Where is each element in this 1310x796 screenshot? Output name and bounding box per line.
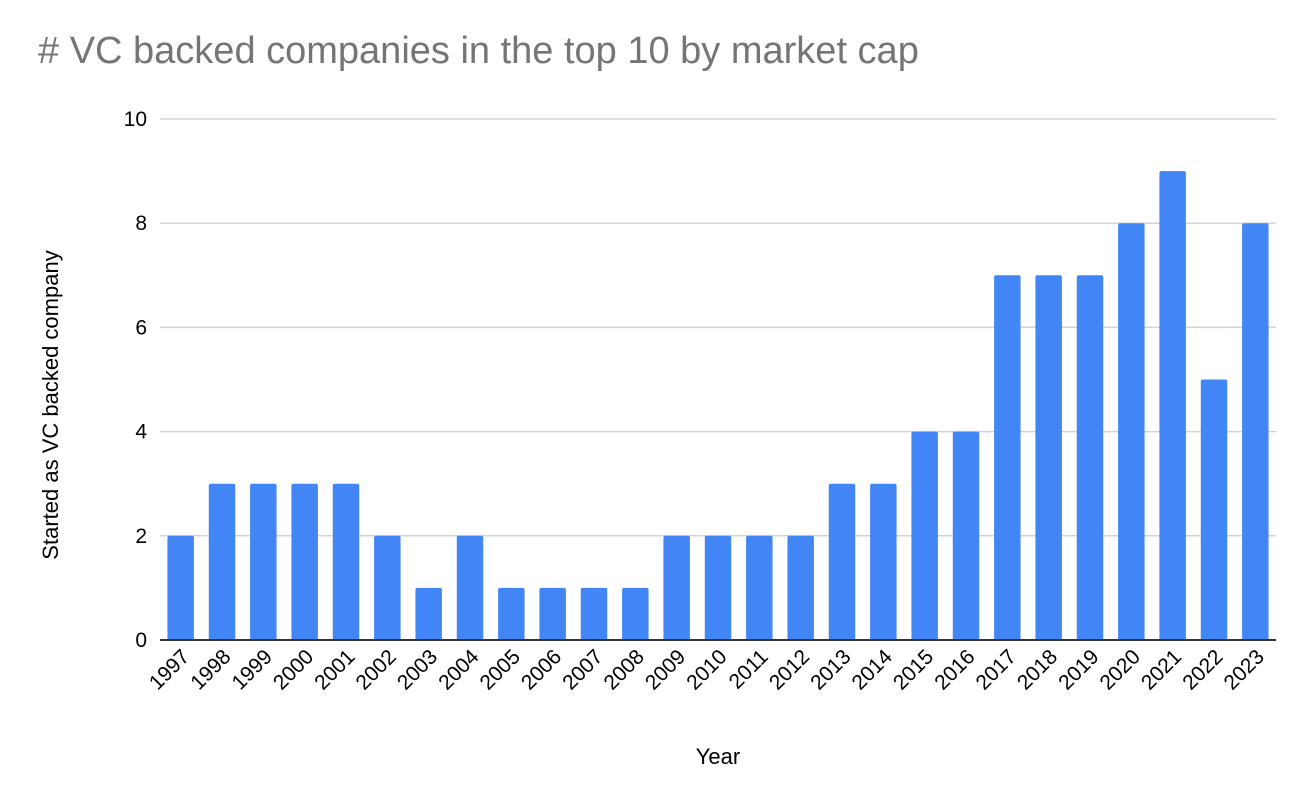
bar xyxy=(1076,275,1104,640)
x-tick-label: 2003 xyxy=(393,645,442,694)
y-tick-label: 8 xyxy=(135,212,147,235)
x-tick-label: 2001 xyxy=(310,645,359,694)
x-axis-title: Year xyxy=(696,744,740,769)
x-tick-label: 1997 xyxy=(145,645,194,694)
x-tick-label: 2018 xyxy=(1013,645,1062,694)
x-tick-label: 2011 xyxy=(725,645,773,693)
bar xyxy=(1200,379,1228,640)
x-tick-label: 2006 xyxy=(517,645,566,694)
x-tick-label: 2021 xyxy=(1137,645,1186,694)
x-tick-label: 2023 xyxy=(1220,645,1269,694)
x-tick-label: 1998 xyxy=(186,645,235,694)
bar xyxy=(787,535,814,640)
gridlines xyxy=(160,118,1276,537)
bar xyxy=(1035,275,1062,640)
y-tick-label: 0 xyxy=(135,629,147,652)
bar xyxy=(415,587,442,640)
bar xyxy=(663,535,690,640)
bar xyxy=(498,587,525,640)
x-tick-label: 2009 xyxy=(641,645,690,694)
x-tick-label: 2004 xyxy=(434,645,484,695)
bar xyxy=(828,483,856,640)
x-tick-label: 2016 xyxy=(930,645,979,694)
bar xyxy=(539,587,566,640)
bar xyxy=(1118,223,1145,640)
x-tick-label: 2008 xyxy=(600,645,649,694)
bars xyxy=(167,171,1269,640)
x-tick-label: 2013 xyxy=(806,645,855,694)
bar xyxy=(622,587,649,640)
bar xyxy=(580,587,608,640)
bar xyxy=(332,483,360,640)
bar xyxy=(870,483,897,640)
x-tick-label: 2007 xyxy=(558,645,607,694)
bar xyxy=(1159,171,1186,640)
x-tick-label: 2020 xyxy=(1096,645,1145,694)
chart-title: # VC backed companies in the top 10 by m… xyxy=(38,30,919,72)
bar xyxy=(1242,223,1269,640)
y-axis-title: Started as VC backed company xyxy=(38,250,63,559)
x-tick-labels: 1997199819992000200120022003200420052006… xyxy=(145,645,1269,695)
x-tick-label: 2012 xyxy=(765,645,814,694)
bar xyxy=(167,535,194,640)
y-tick-label: 6 xyxy=(135,316,147,339)
bar xyxy=(704,535,732,640)
x-tick-label: 2000 xyxy=(269,645,318,694)
bar xyxy=(746,535,773,640)
y-tick-labels: 0 2 4 6 8 10 xyxy=(124,108,148,652)
x-tick-label: 1999 xyxy=(228,645,277,694)
y-tick-label: 4 xyxy=(135,421,147,444)
x-tick-label: 2022 xyxy=(1178,645,1227,694)
bar xyxy=(952,431,980,640)
x-tick-label: 2014 xyxy=(848,645,898,695)
bar xyxy=(994,275,1021,640)
x-tick-label: 2019 xyxy=(1054,645,1103,694)
y-tick-label: 10 xyxy=(124,108,147,131)
bar xyxy=(374,535,401,640)
x-tick-label: 2010 xyxy=(682,645,731,694)
y-tick-label: 2 xyxy=(135,525,147,548)
x-tick-label: 2005 xyxy=(476,645,525,694)
bar xyxy=(250,483,277,640)
x-tick-label: 2002 xyxy=(352,645,401,694)
x-tick-label: 2015 xyxy=(889,645,938,694)
x-tick-label: 2017 xyxy=(972,645,1021,694)
bar xyxy=(291,483,318,640)
bar xyxy=(456,535,484,640)
bar xyxy=(208,483,236,640)
bar xyxy=(911,431,938,640)
